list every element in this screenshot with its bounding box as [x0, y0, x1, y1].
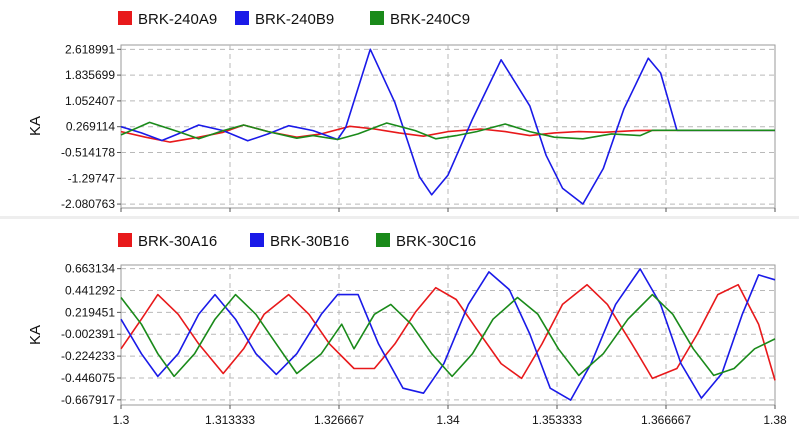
- x-tick-label: 1.34: [436, 413, 460, 427]
- y-tick-label: -0.667917: [61, 393, 115, 407]
- series-line-brk-240b9: [120, 48, 775, 205]
- legend-label: BRK-30C16: [396, 233, 476, 250]
- legend-swatch: [370, 11, 384, 25]
- y-axis-label: KA: [27, 325, 44, 345]
- y-tick-label: 0.219451: [65, 305, 115, 319]
- legend-swatch: [118, 233, 132, 247]
- legend-label: BRK-240C9: [390, 11, 470, 28]
- legend-label: BRK-240A9: [138, 11, 217, 28]
- y-tick-label: 0.441292: [65, 284, 115, 298]
- x-tick-label: 1.38: [763, 413, 787, 427]
- legend-swatch: [250, 233, 264, 247]
- legend-swatch: [118, 11, 132, 25]
- y-axis-label: KA: [27, 116, 44, 136]
- x-tick-label: 1.353333: [532, 413, 582, 427]
- x-tick-label: 1.366667: [641, 413, 691, 427]
- series-line-brk-240a9: [120, 124, 775, 143]
- series-line-brk-30a16: [120, 283, 776, 381]
- y-tick-label: -1.29747: [68, 171, 116, 185]
- y-tick-label: 1.835699: [65, 68, 115, 82]
- legend-swatch: [376, 233, 390, 247]
- legend-label: BRK-240B9: [255, 11, 334, 28]
- y-tick-label: 0.269114: [66, 120, 115, 134]
- series-line-brk-30b16: [120, 268, 776, 401]
- y-tick-label: -2.080763: [61, 197, 115, 211]
- series-line-brk-240c9: [120, 121, 775, 141]
- y-tick-label: -0.002391: [61, 327, 115, 341]
- y-tick-label: -0.224233: [61, 349, 115, 363]
- y-tick-label: 2.618991: [65, 42, 115, 56]
- y-tick-label: -0.514178: [61, 145, 115, 159]
- y-tick-label: 0.663134: [65, 262, 115, 276]
- panel-separator: [0, 216, 799, 219]
- x-tick-label: 1.3: [113, 413, 130, 427]
- y-tick-label: 1.052407: [65, 94, 115, 108]
- legend-label: BRK-30A16: [138, 233, 217, 250]
- series-line-brk-30c16: [120, 293, 776, 378]
- x-tick-label: 1.313333: [205, 413, 255, 427]
- legend-swatch: [235, 11, 249, 25]
- y-tick-label: -0.446075: [61, 371, 115, 385]
- x-tick-label: 1.326667: [314, 413, 364, 427]
- legend-label: BRK-30B16: [270, 233, 349, 250]
